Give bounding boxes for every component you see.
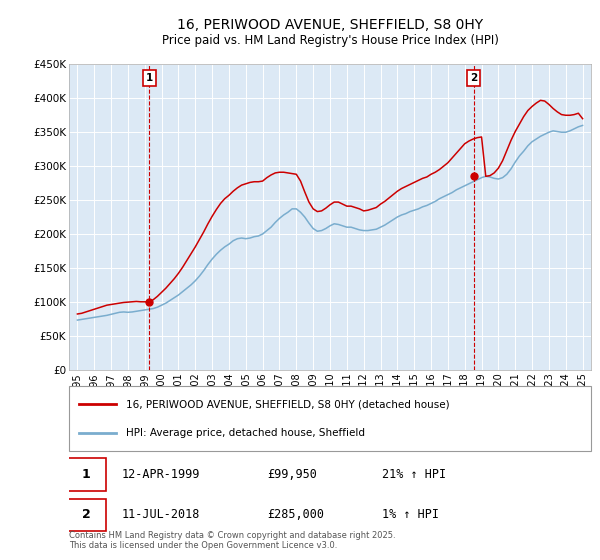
Text: 1: 1	[146, 73, 153, 83]
Text: HPI: Average price, detached house, Sheffield: HPI: Average price, detached house, Shef…	[127, 428, 365, 438]
Text: Price paid vs. HM Land Registry's House Price Index (HPI): Price paid vs. HM Land Registry's House …	[161, 34, 499, 47]
Text: 16, PERIWOOD AVENUE, SHEFFIELD, S8 0HY: 16, PERIWOOD AVENUE, SHEFFIELD, S8 0HY	[177, 18, 483, 32]
Text: 16, PERIWOOD AVENUE, SHEFFIELD, S8 0HY (detached house): 16, PERIWOOD AVENUE, SHEFFIELD, S8 0HY (…	[127, 399, 450, 409]
Text: 2: 2	[470, 73, 477, 83]
FancyBboxPatch shape	[69, 386, 591, 451]
Text: £99,950: £99,950	[268, 468, 317, 481]
Text: 1% ↑ HPI: 1% ↑ HPI	[382, 508, 439, 521]
FancyBboxPatch shape	[67, 498, 106, 531]
Text: 12-APR-1999: 12-APR-1999	[121, 468, 200, 481]
Text: £285,000: £285,000	[268, 508, 325, 521]
Text: 1: 1	[82, 468, 91, 481]
Text: 11-JUL-2018: 11-JUL-2018	[121, 508, 200, 521]
Text: 21% ↑ HPI: 21% ↑ HPI	[382, 468, 446, 481]
Text: 2: 2	[82, 508, 91, 521]
Text: Contains HM Land Registry data © Crown copyright and database right 2025.
This d: Contains HM Land Registry data © Crown c…	[69, 530, 395, 550]
FancyBboxPatch shape	[67, 458, 106, 491]
